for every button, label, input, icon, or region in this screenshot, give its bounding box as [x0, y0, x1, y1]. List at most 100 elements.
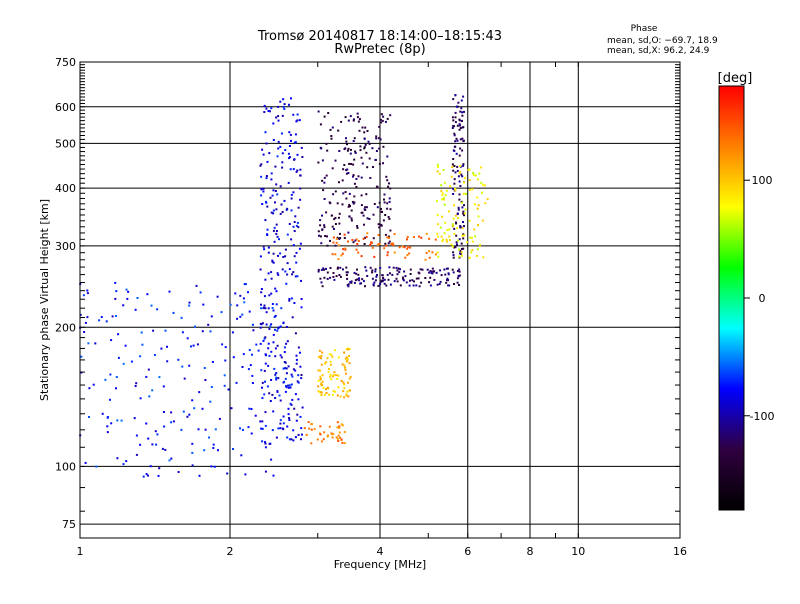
data-point	[401, 276, 404, 279]
data-point	[110, 422, 113, 425]
data-point	[387, 242, 390, 245]
data-point	[208, 436, 210, 439]
data-point	[456, 270, 459, 272]
data-point	[361, 126, 364, 129]
x-tick-label: 2	[227, 545, 234, 558]
data-point	[347, 381, 349, 384]
data-point	[164, 448, 167, 451]
data-point	[203, 449, 206, 452]
data-point	[243, 301, 246, 304]
data-point	[260, 288, 263, 290]
data-point	[328, 368, 330, 370]
data-point	[458, 193, 461, 196]
data-point	[136, 297, 139, 299]
data-point	[289, 386, 292, 389]
data-point	[170, 421, 173, 424]
data-point	[282, 415, 285, 418]
data-point	[334, 223, 337, 225]
data-point	[424, 277, 427, 279]
data-point	[345, 197, 348, 200]
data-point	[353, 201, 356, 204]
data-point	[220, 311, 223, 314]
data-point	[229, 303, 232, 306]
data-point	[271, 260, 274, 263]
data-point	[452, 225, 455, 228]
data-point	[344, 147, 347, 150]
data-point	[126, 297, 129, 300]
data-point	[320, 394, 323, 397]
data-point	[295, 170, 298, 173]
data-point	[406, 247, 409, 250]
y-tick-label: 300	[55, 240, 76, 253]
data-point	[456, 124, 459, 127]
data-point	[323, 176, 326, 179]
data-point	[303, 427, 306, 430]
data-point	[457, 239, 460, 242]
data-point	[273, 226, 276, 229]
data-point	[168, 459, 171, 462]
data-point	[287, 384, 290, 387]
data-point	[84, 461, 87, 464]
data-point	[332, 389, 335, 392]
data-point	[272, 474, 275, 477]
data-point	[166, 360, 169, 363]
data-point	[431, 272, 434, 275]
data-point	[374, 268, 377, 271]
data-point	[186, 415, 189, 418]
data-point	[335, 436, 338, 439]
data-point	[277, 327, 280, 330]
data-point	[347, 348, 349, 351]
data-point	[260, 291, 263, 294]
data-point	[122, 304, 125, 307]
data-point	[316, 438, 319, 441]
data-point	[359, 145, 362, 148]
data-point	[459, 250, 462, 253]
data-point	[353, 182, 356, 185]
data-point	[447, 279, 450, 282]
data-point	[337, 129, 340, 132]
data-point	[441, 198, 444, 201]
data-point	[288, 157, 291, 160]
data-point	[345, 356, 348, 359]
data-point	[440, 274, 443, 277]
data-point	[455, 234, 458, 237]
data-point	[389, 114, 392, 117]
data-point	[451, 223, 454, 226]
data-point	[86, 316, 89, 319]
data-point	[114, 281, 117, 284]
data-point	[191, 399, 194, 402]
data-point	[448, 235, 451, 238]
data-point	[308, 427, 311, 430]
data-point	[337, 216, 340, 219]
data-point	[386, 273, 389, 276]
data-point	[337, 244, 340, 247]
data-point	[364, 206, 367, 209]
data-point	[274, 373, 277, 376]
data-point	[360, 204, 363, 207]
data-point	[296, 380, 299, 383]
data-point	[236, 317, 239, 320]
data-point	[296, 169, 299, 172]
data-point	[278, 238, 280, 241]
data-point	[441, 194, 444, 197]
data-point	[354, 279, 357, 282]
data-point	[383, 247, 386, 250]
colorbar-label: [deg]	[718, 71, 753, 86]
data-point	[336, 437, 339, 440]
data-point	[463, 212, 466, 215]
data-point	[288, 438, 291, 441]
data-point	[287, 365, 290, 368]
data-point	[261, 322, 264, 325]
data-point	[261, 427, 264, 430]
data-point	[372, 237, 375, 240]
data-point	[317, 268, 320, 271]
data-point	[456, 139, 459, 142]
data-point	[384, 214, 387, 216]
data-point	[294, 369, 297, 372]
data-point	[284, 390, 287, 393]
data-point	[265, 323, 268, 326]
data-point	[193, 407, 196, 410]
data-point	[476, 178, 479, 181]
data-point	[321, 159, 324, 162]
data-point	[324, 235, 327, 237]
